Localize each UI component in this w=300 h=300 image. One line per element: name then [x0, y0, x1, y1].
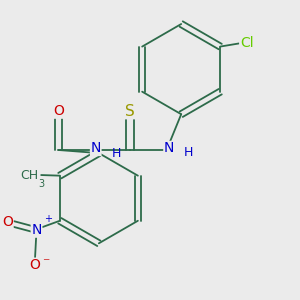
Text: O: O: [2, 215, 13, 229]
Text: Cl: Cl: [240, 37, 254, 50]
Text: S: S: [125, 103, 135, 118]
Text: N: N: [164, 141, 174, 155]
Text: H: H: [184, 146, 193, 159]
Text: H: H: [111, 147, 121, 160]
Text: CH: CH: [20, 169, 38, 182]
Text: N: N: [91, 141, 101, 155]
Text: 3: 3: [38, 179, 44, 189]
Text: N: N: [31, 223, 42, 237]
Text: ⁻: ⁻: [42, 256, 49, 270]
Text: +: +: [44, 214, 52, 224]
Text: O: O: [53, 104, 64, 118]
Text: O: O: [29, 258, 40, 272]
